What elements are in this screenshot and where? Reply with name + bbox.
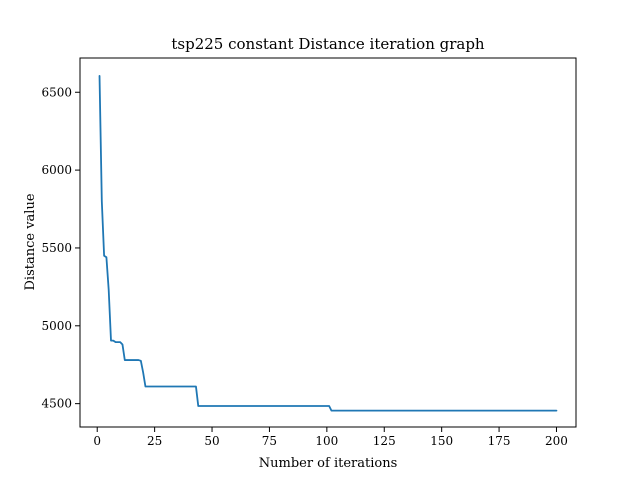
y-tick-label: 6000 (41, 163, 72, 177)
chart-title: tsp225 constant Distance iteration graph (171, 35, 485, 53)
x-tick-label: 150 (430, 434, 453, 448)
y-tick-label: 5500 (41, 241, 72, 255)
x-tick-label: 25 (147, 434, 162, 448)
y-axis-label: Distance value (23, 193, 38, 290)
series-line (98, 75, 558, 412)
x-tick-label: 50 (204, 434, 219, 448)
x-tick-label: 100 (315, 434, 338, 448)
y-axis-ticks: 4500 5000 5500 6000 6500 (41, 85, 80, 411)
x-tick-label: 75 (262, 434, 277, 448)
series-layer (98, 75, 558, 412)
x-tick-label: 125 (373, 434, 396, 448)
x-tick-label: 200 (545, 434, 568, 448)
x-tick-label: 0 (93, 434, 101, 448)
y-tick-label: 6500 (41, 85, 72, 99)
x-tick-label: 175 (488, 434, 511, 448)
y-tick-label: 4500 (41, 397, 72, 411)
x-axis-ticks: 0 25 50 75 100 125 150 175 200 (93, 427, 568, 448)
plot-frame (79, 57, 577, 428)
x-axis-label: Number of iterations (259, 456, 398, 471)
y-tick-label: 5000 (41, 319, 72, 333)
